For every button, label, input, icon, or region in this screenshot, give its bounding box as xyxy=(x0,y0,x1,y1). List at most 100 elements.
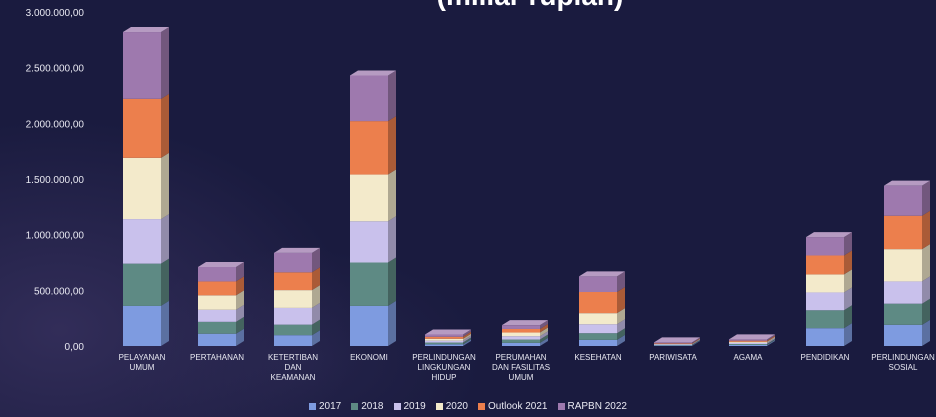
bar-segment-side xyxy=(844,323,852,346)
bar-segment-side xyxy=(236,261,244,282)
bar-segment-side xyxy=(312,267,320,291)
bar-segment xyxy=(274,307,312,325)
bar-segment-side xyxy=(844,250,852,275)
bar-segment xyxy=(729,340,767,342)
bar-segment-side xyxy=(161,27,169,99)
chart-title: (miliar rupiah) xyxy=(330,0,730,12)
bar-segment-side xyxy=(540,320,548,329)
bar-segment-side xyxy=(692,338,700,344)
bar-segment xyxy=(654,344,692,346)
bar-top-face xyxy=(350,70,396,76)
legend-label: Outlook 2021 xyxy=(488,401,548,412)
bar-segment xyxy=(884,281,922,304)
bar-segment xyxy=(502,336,540,340)
bar-segment-side xyxy=(767,334,775,341)
bar-segment-side xyxy=(161,214,169,264)
bar-stack xyxy=(274,247,320,346)
bar-top-face xyxy=(425,329,471,335)
bar-stack xyxy=(425,329,471,346)
bar-segment xyxy=(123,305,161,346)
bar-segment-side xyxy=(617,334,625,346)
bar-top-face xyxy=(274,247,320,253)
category-label: PERLINDUNGAN LINGKUNGAN HIDUP xyxy=(412,353,476,382)
bar-segment xyxy=(123,157,161,220)
bar-stack xyxy=(123,27,169,346)
bar-segment-side xyxy=(236,304,244,322)
bar-segment xyxy=(806,255,844,275)
legend-item: 2018 xyxy=(351,401,384,412)
bar-segment-side xyxy=(463,337,471,345)
category-label: PERTAHANAN xyxy=(190,353,244,362)
bar-segment xyxy=(654,345,692,346)
bar-segment-side xyxy=(312,247,320,273)
bar-segment-side xyxy=(540,327,548,337)
bar-segment xyxy=(806,292,844,311)
bar-segment-side xyxy=(767,337,775,344)
bar-segment xyxy=(123,98,161,158)
category-label: KETERTIBAN DAN KEAMANAN xyxy=(268,353,318,382)
bar-segment xyxy=(198,309,236,322)
bar-segment-side xyxy=(161,152,169,220)
bar-stack xyxy=(654,337,700,346)
legend-swatch xyxy=(309,403,316,410)
bar-segment xyxy=(502,342,540,346)
legend: 2017 2018 2019 2020 Outlook 2021 RAPBN 2022 xyxy=(0,401,936,412)
category-label: PERUMAHAN DAN FASILITAS UMUM xyxy=(492,353,550,382)
bar-segment-side xyxy=(617,328,625,340)
bar-segment xyxy=(579,324,617,334)
legend-swatch xyxy=(435,403,443,410)
bar-segment-side xyxy=(161,300,169,346)
category-label: PARIWISATA xyxy=(649,353,697,362)
legend-item: RAPBN 2022 xyxy=(557,401,627,412)
bar-segment xyxy=(274,252,312,273)
bar-top-face xyxy=(806,232,852,238)
bar-segment xyxy=(350,221,388,263)
bar-segment-side xyxy=(922,298,930,325)
bar-segment xyxy=(198,295,236,310)
bar-segment-side xyxy=(463,333,471,341)
legend-swatch xyxy=(478,403,485,410)
bar-segment xyxy=(579,313,617,325)
bar-segment-side xyxy=(312,330,320,346)
y-tick-label: 1.500.000,00 xyxy=(26,175,85,186)
bar-segment-side xyxy=(463,329,471,337)
bar-top-face xyxy=(884,180,930,186)
bar-segment xyxy=(198,321,236,334)
bar-segment xyxy=(806,274,844,293)
bar-segment-side xyxy=(617,308,625,325)
bar-segment xyxy=(729,341,767,343)
bar-segment xyxy=(579,292,617,314)
bar-segment xyxy=(884,215,922,250)
bar-segment xyxy=(350,305,388,346)
bar-segment xyxy=(502,339,540,343)
bar-segment-side xyxy=(312,319,320,336)
bar-segment xyxy=(729,343,767,345)
bar-segment xyxy=(884,249,922,282)
bar-segment-side xyxy=(922,244,930,282)
bar-segment-side xyxy=(388,257,396,306)
category-label: AGAMA xyxy=(734,353,764,362)
bar-top-face xyxy=(123,27,169,33)
bar-segment-side xyxy=(767,339,775,346)
bar-top-face xyxy=(654,337,700,343)
bar-segment-side xyxy=(692,338,700,345)
bar-segment xyxy=(579,339,617,346)
bar-segment xyxy=(198,266,236,282)
bar-segment xyxy=(884,303,922,325)
bar-segment-side xyxy=(312,302,320,325)
bar-segment-side xyxy=(236,328,244,346)
x-axis: PELAYANAN UMUM PERTAHANAN KETERTIBAN DAN KEAM… xyxy=(119,353,935,382)
bar-segment-side xyxy=(161,93,169,158)
legend-item: 2020 xyxy=(435,401,468,412)
legend-item: Outlook 2021 xyxy=(478,401,548,412)
bar-segment-side xyxy=(388,70,396,122)
bar-top-face xyxy=(198,261,244,267)
bar-segment xyxy=(123,219,161,264)
category-label: PERLINDUNGAN SOSIAL xyxy=(871,353,935,372)
bar-stack xyxy=(502,320,548,346)
bar-segment-side xyxy=(617,271,625,293)
category-label: PELAYANAN UMUM xyxy=(119,353,166,372)
bar-segment-side xyxy=(463,331,471,339)
bar-segment xyxy=(654,342,692,344)
